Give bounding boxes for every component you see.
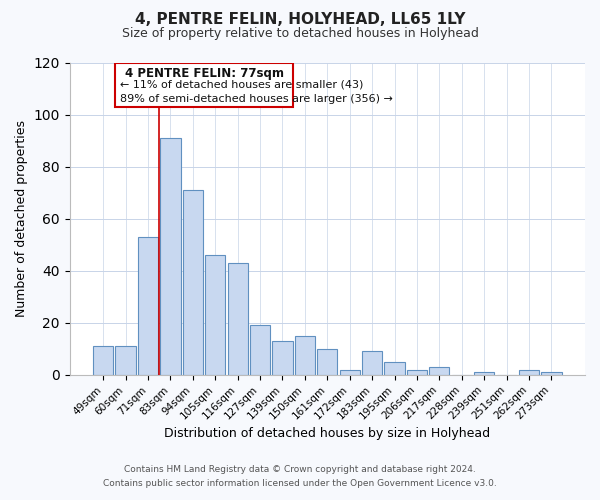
Text: Size of property relative to detached houses in Holyhead: Size of property relative to detached ho… (122, 28, 478, 40)
Bar (430, 367, 449, 375)
Y-axis label: Number of detached properties: Number of detached properties (15, 120, 28, 318)
FancyBboxPatch shape (115, 63, 293, 107)
Text: 4 PENTRE FELIN: 77sqm: 4 PENTRE FELIN: 77sqm (125, 67, 284, 80)
Bar (227, 263, 248, 375)
Bar (385, 362, 404, 375)
Bar (362, 352, 382, 375)
X-axis label: Distribution of detached houses by size in Holyhead: Distribution of detached houses by size … (164, 427, 490, 440)
Bar (519, 370, 539, 375)
Bar (407, 370, 427, 375)
Bar (250, 326, 270, 375)
Bar (183, 190, 203, 375)
Bar (340, 370, 360, 375)
Text: Contains HM Land Registry data © Crown copyright and database right 2024.
Contai: Contains HM Land Registry data © Crown c… (103, 466, 497, 487)
Bar (93, 346, 113, 375)
Bar (205, 256, 226, 375)
Bar (295, 336, 315, 375)
Bar (115, 346, 136, 375)
Bar (317, 349, 337, 375)
Bar (541, 372, 562, 375)
Bar (160, 138, 181, 375)
Bar (474, 372, 494, 375)
Bar (272, 341, 293, 375)
Text: ← 11% of detached houses are smaller (43): ← 11% of detached houses are smaller (43… (120, 80, 364, 90)
Bar (138, 237, 158, 375)
Text: 4, PENTRE FELIN, HOLYHEAD, LL65 1LY: 4, PENTRE FELIN, HOLYHEAD, LL65 1LY (135, 12, 465, 28)
Text: 89% of semi-detached houses are larger (356) →: 89% of semi-detached houses are larger (… (120, 94, 393, 104)
